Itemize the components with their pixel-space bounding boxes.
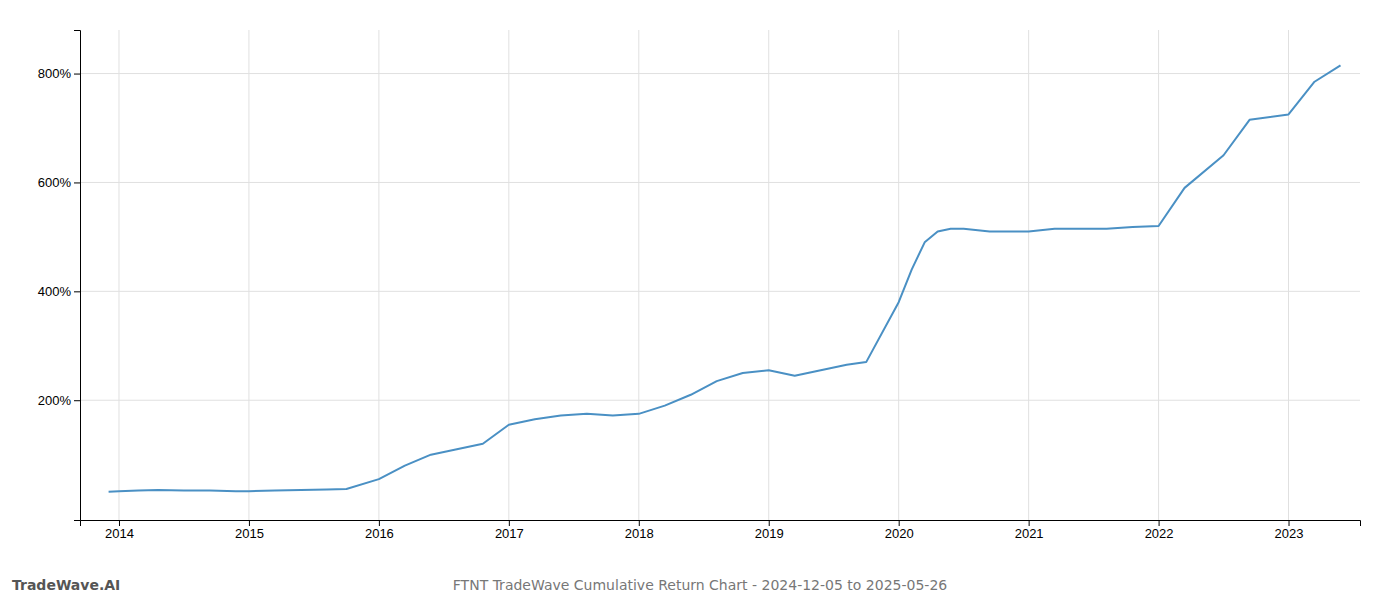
y-tick: 800%: [38, 66, 80, 81]
x-tick-mark: [1029, 520, 1030, 526]
grid-line: [638, 30, 639, 520]
y-axis: 200% 400% 600% 800%: [38, 31, 81, 521]
grid-line: [118, 30, 119, 520]
y-tick-label: 800%: [38, 66, 72, 81]
x-tick: 2020: [885, 520, 914, 541]
x-tick-label: 2022: [1145, 526, 1174, 541]
x-tick-label: 2018: [625, 526, 654, 541]
grid-line: [378, 30, 379, 520]
x-tick: 2015: [235, 520, 264, 541]
grid-line: [80, 291, 1360, 292]
marks: [109, 65, 1341, 491]
x-tick: 2021: [1015, 520, 1044, 541]
y-tick-label: 200%: [38, 393, 72, 408]
grid-line: [1028, 30, 1029, 520]
x-tick-label: 2021: [1015, 526, 1044, 541]
x-tick: 2014: [105, 520, 134, 541]
grid-line: [80, 400, 1360, 401]
y-tick-mark: [74, 400, 80, 401]
line: [109, 65, 1341, 491]
x-tick-mark: [769, 520, 770, 526]
x-tick: 2023: [1275, 520, 1304, 541]
title: FTNT TradeWave Cumulative Return Chart -…: [453, 577, 947, 593]
x-tick-mark: [899, 520, 900, 526]
grid-line: [768, 30, 769, 520]
y-tick: 600%: [38, 175, 80, 190]
y-tick-mark: [74, 291, 80, 292]
grid-line: [1158, 30, 1159, 520]
grid-line: [80, 182, 1360, 183]
x-tick: 2016: [365, 520, 394, 541]
chart: 2014 2015 2016 2017 2018 2019 2020 2021 2022 2023…: [0, 0, 1400, 600]
x-axis-line: [81, 521, 1361, 527]
plot: 2014 2015 2016 2017 2018 2019 2020 2021 2022 2023…: [38, 30, 1361, 541]
x-tick-mark: [509, 520, 510, 526]
x-tick: 2022: [1145, 520, 1174, 541]
grid-line: [1288, 30, 1289, 520]
x-tick-mark: [1289, 520, 1290, 526]
annotation: TradeWave.AI: [12, 577, 120, 593]
x-tick-mark: [379, 520, 380, 526]
grid-line: [508, 30, 509, 520]
y-tick-mark: [74, 182, 80, 183]
y-axis-line: [74, 31, 81, 521]
x-tick-label: 2019: [755, 526, 784, 541]
y-tick: 400%: [38, 284, 80, 299]
x-tick-mark: [1159, 520, 1160, 526]
x-tick: 2018: [625, 520, 654, 541]
x-tick-mark: [119, 520, 120, 526]
x-axis: 2014 2015 2016 2017 2018 2019 2020 2021 2022 2023: [81, 520, 1361, 541]
x-tick-label: 2016: [365, 526, 394, 541]
y-tick-label: 400%: [38, 284, 72, 299]
x-tick-label: 2020: [885, 526, 914, 541]
grid-line: [80, 73, 1360, 74]
y-tick-label: 600%: [38, 175, 72, 190]
x-tick: 2019: [755, 520, 784, 541]
grid: [80, 30, 1360, 520]
x-tick-label: 2023: [1275, 526, 1304, 541]
y-tick: 200%: [38, 393, 80, 408]
x-tick-mark: [639, 520, 640, 526]
x-tick-mark: [249, 520, 250, 526]
x-tick-label: 2017: [495, 526, 524, 541]
x-tick-label: 2014: [105, 526, 134, 541]
y-tick-mark: [74, 74, 80, 75]
grid-line: [898, 30, 899, 520]
grid-line: [248, 30, 249, 520]
x-tick-label: 2015: [235, 526, 264, 541]
x-tick: 2017: [495, 520, 524, 541]
